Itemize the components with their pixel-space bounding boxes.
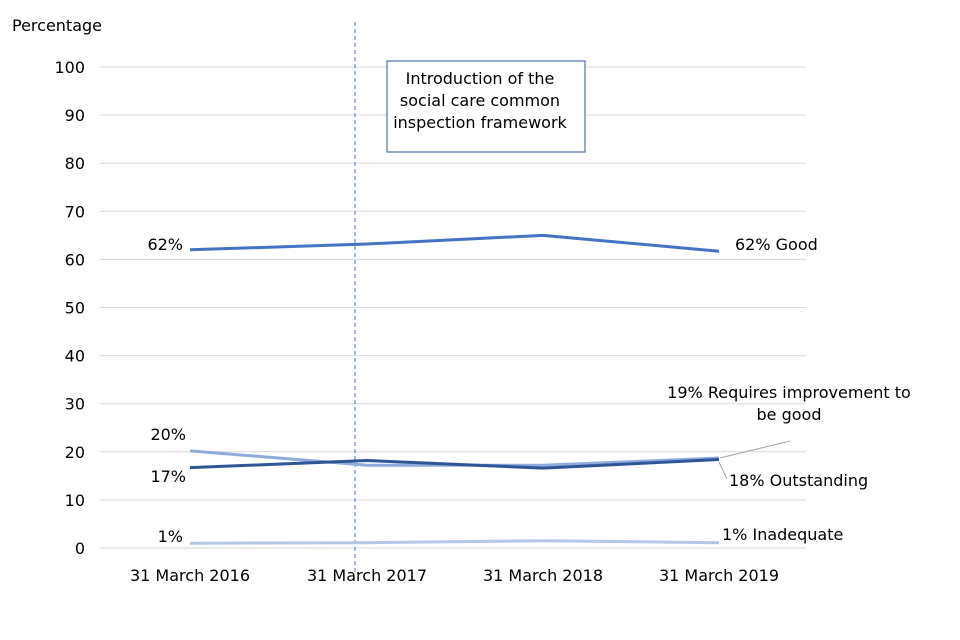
y-tick-label-70: 70 bbox=[65, 202, 85, 221]
start-label-outstanding: 17% bbox=[150, 467, 186, 486]
start-label-requires_improvement: 20% bbox=[150, 425, 186, 444]
x-tick-label-3: 31 March 2018 bbox=[483, 566, 603, 585]
x-tick-label-4: 31 March 2019 bbox=[659, 566, 779, 585]
y-axis-ticks: 0 10 20 30 40 50 60 70 80 90 100 bbox=[54, 58, 85, 558]
y-tick-label-40: 40 bbox=[65, 347, 85, 366]
data-labels: 62% 62% Good 20% 19% Requires improvement t… bbox=[147, 235, 910, 546]
framework-annotation: Introduction of the social care common ins… bbox=[386, 60, 586, 153]
annotation-line-1: Introduction of the bbox=[406, 69, 555, 88]
end-label-requires_improvement-1: 19% Requires improvement to bbox=[667, 383, 911, 402]
y-tick-label-10: 10 bbox=[65, 491, 85, 510]
x-tick-label-2: 31 March 2017 bbox=[307, 566, 427, 585]
series-line-good bbox=[189, 233, 720, 253]
x-axis-ticks: 31 March 2016 31 March 2017 31 March 2018 3… bbox=[130, 566, 779, 585]
y-axis-title: Percentage bbox=[12, 16, 102, 35]
annotation-line-3: inspection framework bbox=[393, 113, 567, 132]
annotation-box bbox=[386, 60, 586, 153]
start-label-inadequate: 1% bbox=[158, 527, 183, 546]
y-tick-label-80: 80 bbox=[65, 154, 85, 173]
leader-line-outstanding bbox=[718, 461, 728, 480]
start-label-good: 62% bbox=[147, 235, 183, 254]
y-tick-label-90: 90 bbox=[65, 106, 85, 125]
x-tick-label-1: 31 March 2016 bbox=[130, 566, 250, 585]
y-tick-label-50: 50 bbox=[65, 299, 85, 318]
y-tick-label-100: 100 bbox=[54, 58, 85, 77]
series-line-outstanding bbox=[189, 457, 720, 470]
end-label-good: 62% Good bbox=[735, 235, 818, 254]
series-line-inadequate bbox=[189, 539, 720, 545]
y-tick-label-0: 0 bbox=[75, 539, 85, 558]
leader-line-requires-improvement bbox=[719, 440, 791, 459]
series-lines bbox=[189, 233, 720, 545]
end-label-requires_improvement-2: be good bbox=[757, 405, 822, 424]
y-tick-label-30: 30 bbox=[65, 395, 85, 414]
end-label-outstanding: 18% Outstanding bbox=[729, 471, 868, 490]
y-tick-label-20: 20 bbox=[65, 443, 85, 462]
end-label-inadequate: 1% Inadequate bbox=[722, 525, 843, 544]
annotation-line-2: social care common bbox=[400, 91, 560, 110]
y-tick-label-60: 60 bbox=[65, 250, 85, 269]
